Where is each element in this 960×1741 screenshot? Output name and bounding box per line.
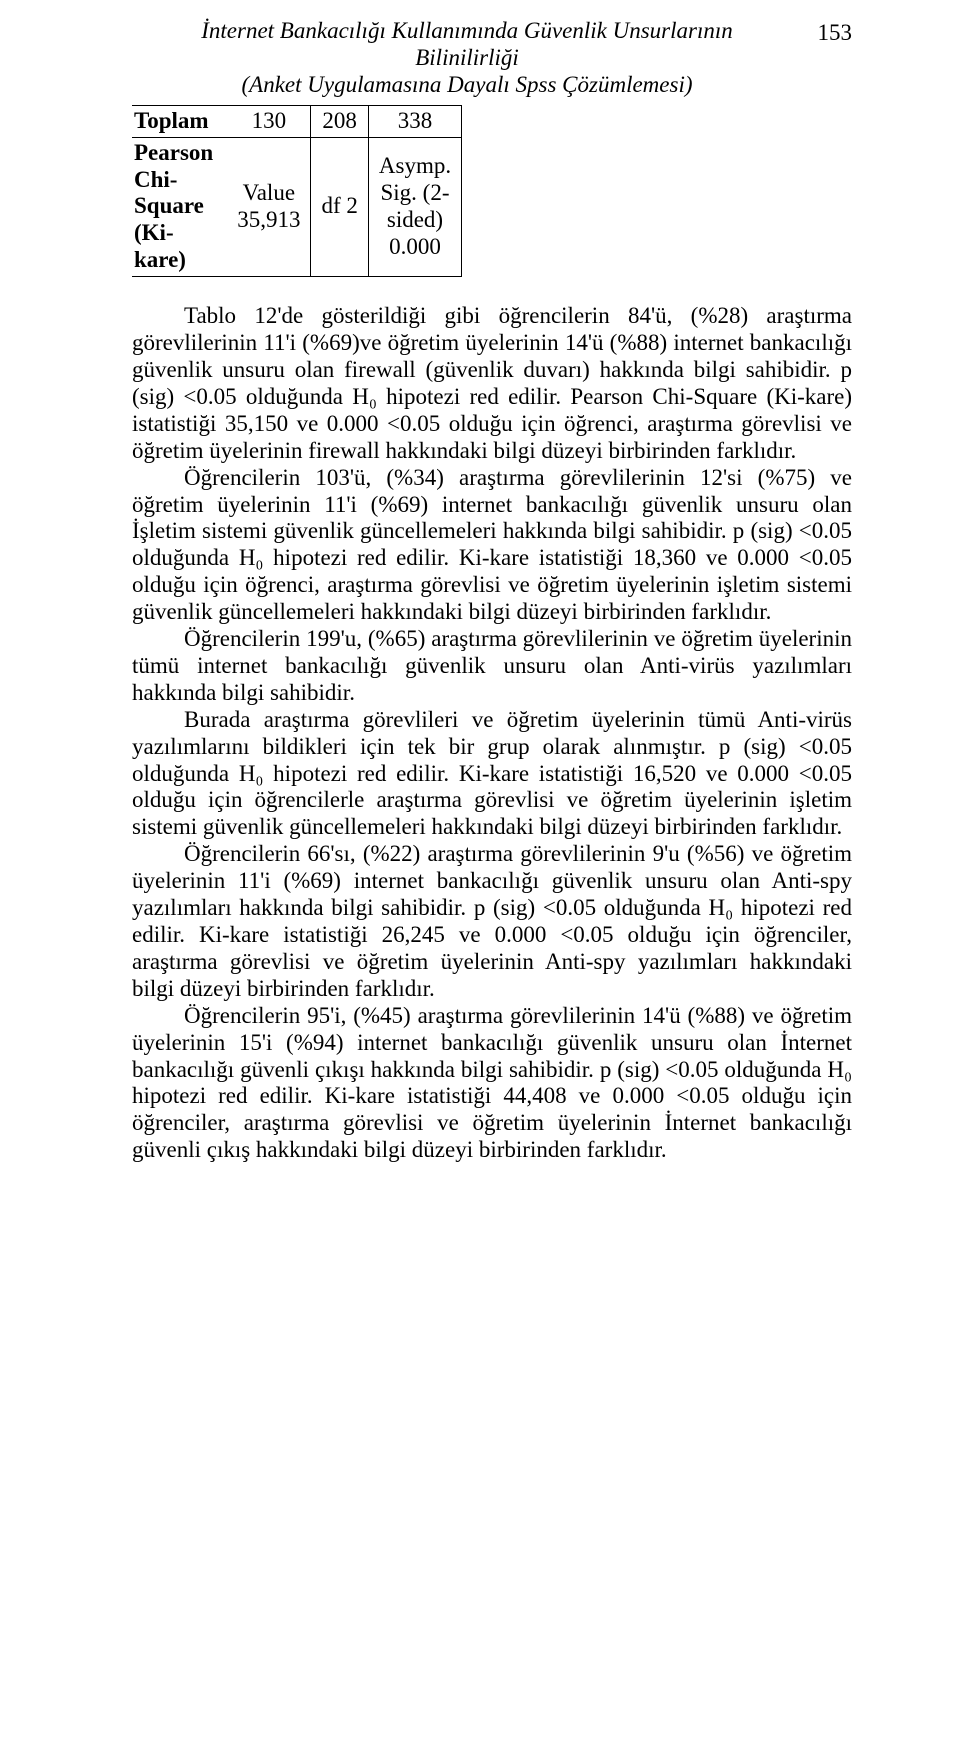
paragraph-3: Öğrencilerin 199'u, (%65) araştırma göre… [132,626,852,707]
chi2-df: df 2 [311,137,368,277]
total-c1: 130 [227,105,311,137]
paragraph-1: Tablo 12'de gösterildiği gibi öğrenciler… [132,303,852,464]
header-line-2: Bilinilirliği [415,45,519,70]
paragraph-6: Öğrencilerin 95'i, (%45) araştırma görev… [132,1003,852,1164]
chi-square-table: Toplam 130 208 338 Pearson Chi- Square (… [132,105,462,277]
total-c2: 208 [311,105,368,137]
chi2-sig: Asymp. Sig. (2- sided) 0.000 [368,137,461,277]
chi2-value: Value 35,913 [227,137,311,277]
paragraph-4: Burada araştırma görevlileri ve öğretim … [132,707,852,842]
body-text: Tablo 12'de gösterildiği gibi öğrenciler… [132,303,852,1164]
chi2-label: Pearson Chi- Square (Ki- kare) [132,137,227,277]
header-title: İnternet Bankacılığı Kullanımında Güvenl… [132,18,802,99]
page-number: 153 [802,18,852,47]
header-line-1: İnternet Bankacılığı Kullanımında Güvenl… [201,18,733,43]
paragraph-5: Öğrencilerin 66'sı, (%22) araştırma göre… [132,841,852,1002]
header-line-3: (Anket Uygulamasına Dayalı Spss Çözümlem… [242,72,693,97]
paragraph-2: Öğrencilerin 103'ü, (%34) araştırma göre… [132,465,852,626]
total-label: Toplam [132,105,227,137]
total-c3: 338 [368,105,461,137]
running-header: İnternet Bankacılığı Kullanımında Güvenl… [132,18,852,99]
